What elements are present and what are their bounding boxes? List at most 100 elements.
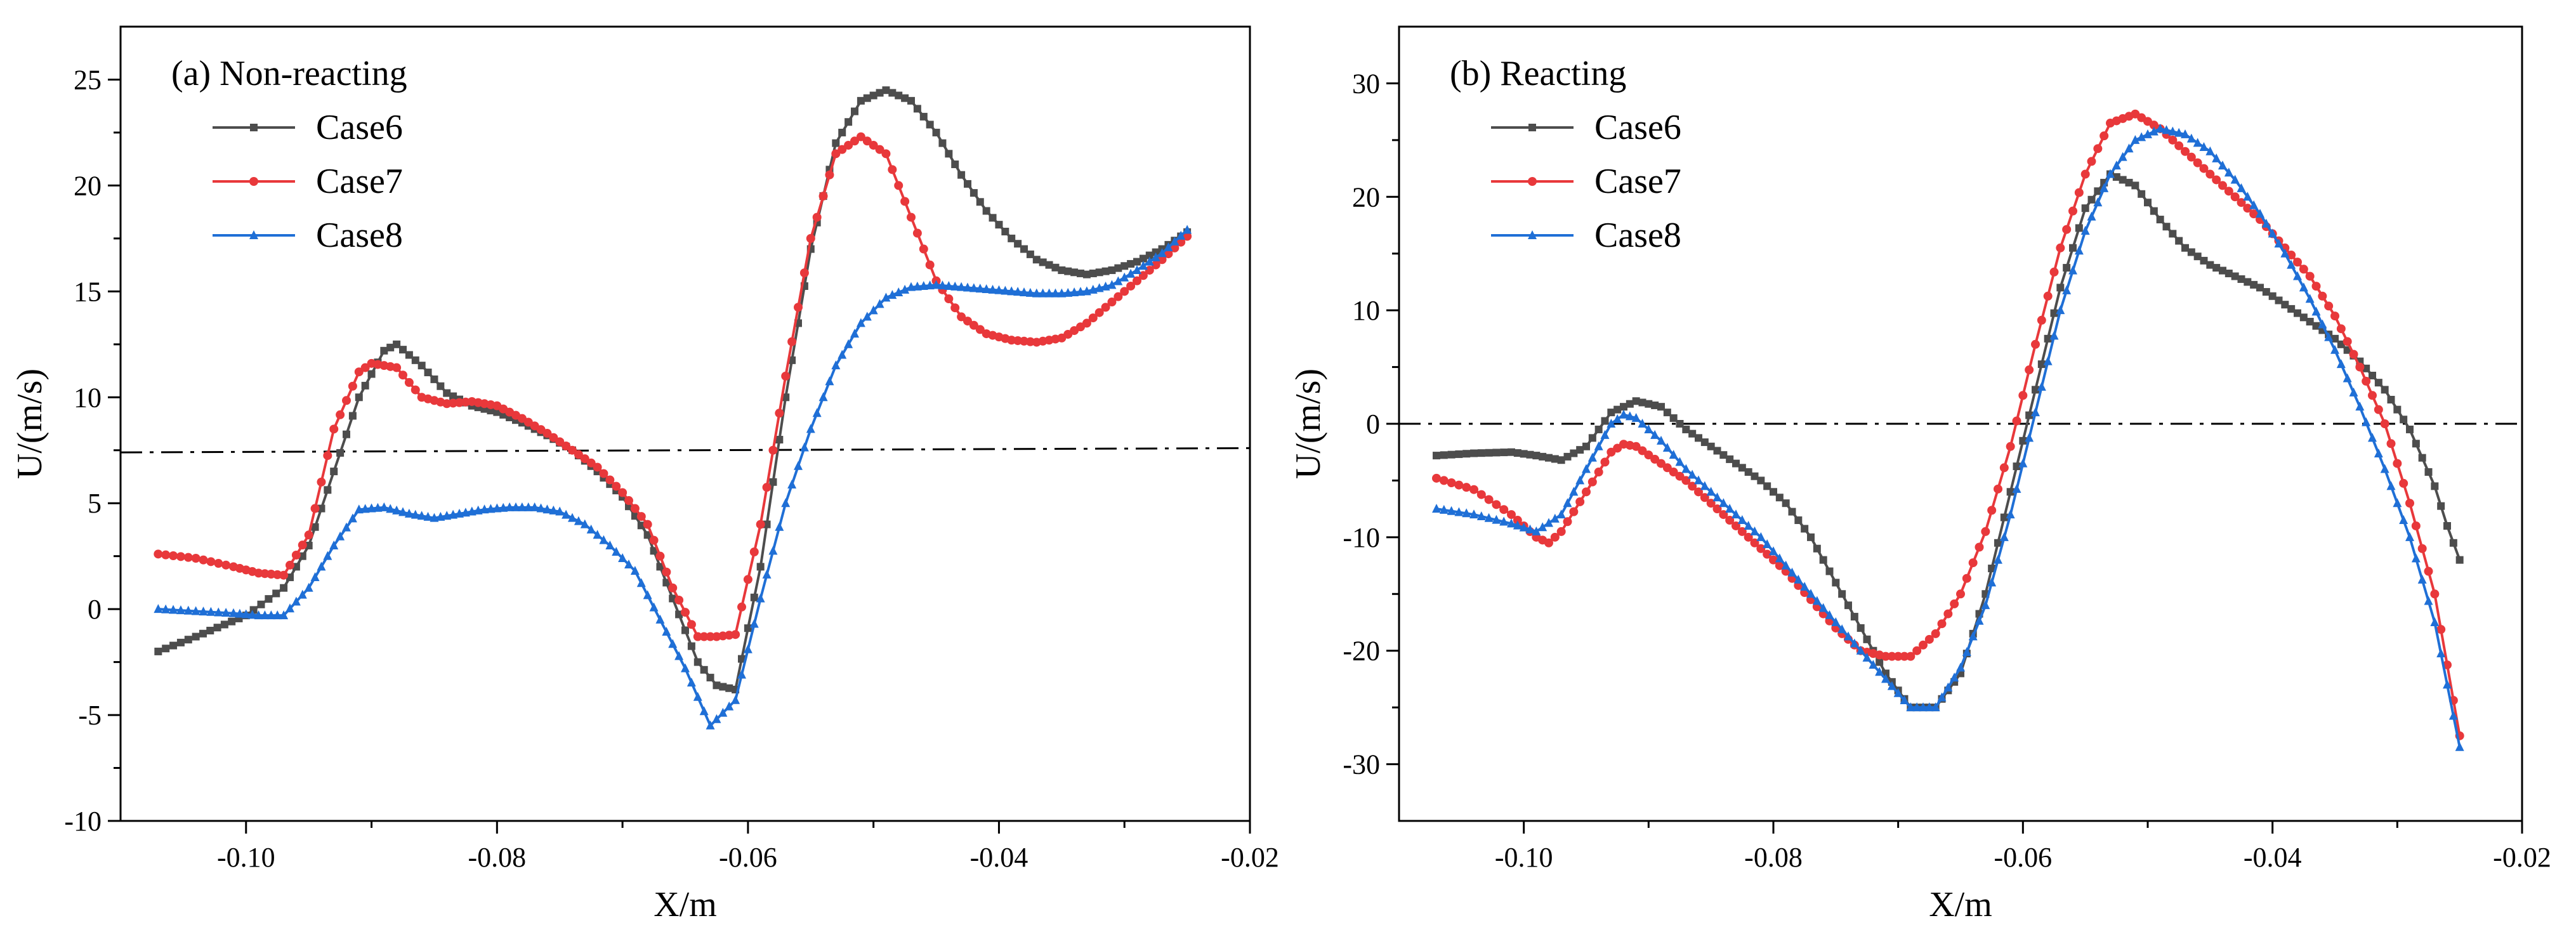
panel-a-point-case7	[317, 477, 326, 487]
panel-b-point-case7	[2411, 521, 2421, 530]
panel-a-point-case6	[493, 408, 501, 416]
panel-b-point-case8	[1575, 475, 1585, 485]
panel-b-point-case8	[1631, 413, 1641, 423]
panel-b-point-case7	[1943, 609, 1953, 619]
panel-a-point-case8	[221, 608, 231, 617]
panel-b-point-case7	[1981, 527, 1990, 536]
panel-a-point-case7	[298, 541, 307, 550]
panel-b-point-case7	[1544, 538, 1553, 547]
panel-b-point-case6	[1433, 452, 1440, 460]
panel-a-point-case8	[662, 627, 671, 636]
panel-b-point-case6	[1863, 635, 1871, 643]
panel-b-point-case8	[2261, 218, 2271, 228]
panel-b-point-case8	[1513, 520, 1522, 530]
panel-a-point-case6	[969, 189, 978, 197]
panel-a-point-case7	[844, 140, 853, 150]
panel-a-point-case8	[756, 593, 765, 603]
panel-a-point-case6	[305, 541, 313, 549]
panel-b-point-case8	[1688, 469, 1697, 479]
panel-b-xtick-label: -0.02	[2493, 842, 2551, 873]
panel-a-point-case7	[206, 557, 216, 567]
panel-b-point-case6	[1825, 567, 1834, 575]
panel-a-ytick-label: 15	[74, 276, 102, 307]
panel-b-point-case8	[1812, 596, 1822, 605]
panel-b-point-case7	[1937, 619, 1947, 629]
panel-a-point-case7	[1107, 298, 1117, 307]
panel-b-point-case7	[1550, 532, 1560, 542]
panel-b-point-case8	[2212, 153, 2221, 162]
panel-b-point-case8	[1594, 441, 1603, 450]
panel-b-point-case7	[1439, 476, 1449, 485]
panel-b-point-case7	[2168, 135, 2178, 145]
panel-b-point-case7	[2049, 267, 2059, 277]
panel-a-point-case8	[831, 360, 841, 370]
panel-a-point-case6	[411, 356, 419, 364]
panel-b-point-case6	[1532, 452, 1541, 460]
panel-a-point-case7	[799, 268, 809, 278]
panel-a-point-case8	[183, 605, 193, 615]
panel-a-point-case7	[555, 437, 565, 447]
panel-a-point-case8	[214, 607, 223, 617]
panel-a-point-case6	[1101, 267, 1110, 275]
panel-a-point-case8	[176, 605, 185, 615]
panel-b-point-case6	[2000, 513, 2008, 521]
panel-b-point-case8	[1850, 638, 1859, 648]
panel-b-point-case7	[2068, 206, 2077, 216]
panel-a-point-case6	[206, 626, 214, 634]
panel-a-legend-marker	[249, 177, 258, 186]
panel-a-point-case7	[806, 233, 815, 243]
panel-b-point-case8	[1844, 631, 1853, 641]
panel-b-point-case6	[1719, 451, 1728, 459]
panel-b-point-case7	[1476, 490, 1486, 499]
panel-a-point-case8	[881, 292, 891, 302]
panel-a-point-case6	[851, 107, 858, 115]
panel-a-point-case8	[1183, 225, 1192, 234]
panel-b-point-case7	[2336, 324, 2346, 334]
panel-a-point-case6	[449, 392, 457, 400]
panel-b-point-case8	[2068, 265, 2077, 275]
panel-b-point-case8	[2018, 458, 2028, 468]
panel-b-point-case8	[1492, 514, 1501, 524]
panel-b-point-case6	[1607, 409, 1615, 417]
panel-a-line-case7	[158, 135, 1188, 638]
panel-b-point-case7	[1454, 480, 1464, 490]
panel-a-point-case8	[1070, 287, 1079, 297]
panel-b-chart: -0.10 -0.08 -0.06 -0.04 -0.02 -30 -20 -10 0 10 20 3…	[1289, 25, 2551, 924]
panel-b-point-case6	[2299, 313, 2308, 322]
panel-a-point-case8	[523, 502, 533, 511]
panel-b-point-case7	[2362, 376, 2371, 386]
panel-b-point-case6	[2219, 266, 2226, 275]
panel-a-point-case8	[398, 507, 407, 516]
panel-b-point-case8	[1950, 672, 1959, 682]
panel-a-point-case8	[1001, 285, 1010, 295]
panel-a-point-case6	[1127, 259, 1135, 268]
panel-a-point-case7	[404, 377, 414, 387]
panel-a-point-case8	[1007, 286, 1016, 296]
panel-b-point-case8	[1613, 414, 1622, 423]
panel-a-ytick-label: 0	[88, 594, 102, 625]
panel-b-point-case6	[2237, 275, 2245, 283]
panel-b-point-case6	[2094, 187, 2102, 195]
panel-a-point-case7	[1126, 281, 1136, 291]
panel-a-point-case7	[291, 550, 301, 560]
panel-b-point-case8	[1675, 457, 1685, 466]
panel-b-point-case7	[2025, 365, 2034, 375]
panel-b-point-case8	[2293, 271, 2302, 280]
panel-b-point-case6	[1440, 451, 1448, 459]
panel-a-point-case8	[480, 504, 489, 514]
panel-b-ytick-label: 20	[1352, 181, 1380, 213]
panel-b-point-case6	[1807, 533, 1815, 541]
panel-b-point-case6	[1663, 409, 1671, 417]
panel-a-point-case6	[220, 620, 228, 629]
panel-a-point-case6	[756, 563, 765, 571]
panel-b-point-case6	[2138, 190, 2146, 198]
panel-b-point-case7	[2343, 337, 2352, 346]
panel-a-point-case7	[687, 620, 696, 629]
panel-a-point-case6	[1051, 263, 1060, 272]
panel-a-point-case6	[336, 449, 345, 457]
panel-a-y-axis-title: U/(m/s)	[10, 369, 49, 479]
panel-b-point-case8	[2386, 481, 2396, 490]
panel-b-point-case7	[1594, 468, 1603, 477]
panel-a-point-case6	[882, 86, 890, 95]
panel-a-point-case8	[436, 511, 445, 521]
